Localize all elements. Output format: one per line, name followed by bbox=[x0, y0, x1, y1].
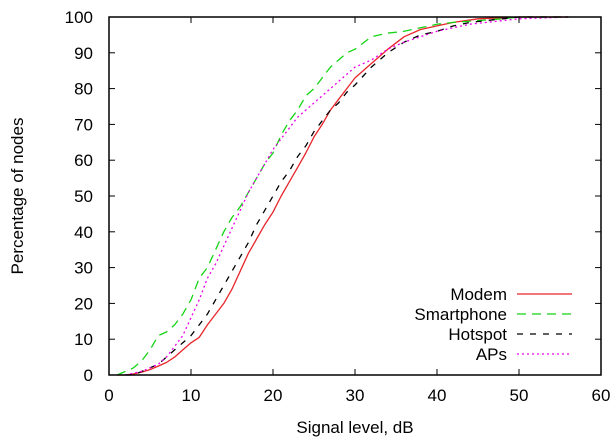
y-tick-label: 70 bbox=[74, 115, 93, 134]
series-line-modem bbox=[117, 16, 569, 376]
y-tick-label: 60 bbox=[74, 151, 93, 170]
y-tick-label: 100 bbox=[65, 8, 93, 27]
y-tick-label: 80 bbox=[74, 80, 93, 99]
x-axis-title: Signal level, dB bbox=[296, 418, 413, 437]
legend-label-smartphone: Smartphone bbox=[414, 305, 507, 324]
y-tick-label: 50 bbox=[74, 187, 93, 206]
legend-label-aps: APs bbox=[476, 345, 507, 364]
x-tick-label: 30 bbox=[346, 386, 365, 405]
x-tick-label: 40 bbox=[428, 386, 447, 405]
y-axis-title: Percentage of nodes bbox=[8, 118, 27, 275]
plot-area-frame bbox=[108, 16, 602, 376]
y-tick-label: 30 bbox=[74, 259, 93, 278]
series-line-hotspot bbox=[125, 16, 569, 376]
x-tick-label: 50 bbox=[510, 386, 529, 405]
x-tick-label: 0 bbox=[104, 386, 113, 405]
series-line-aps bbox=[125, 16, 569, 376]
legend-label-modem: Modem bbox=[450, 285, 507, 304]
plot-series-group bbox=[116, 16, 569, 376]
y-tick-label: 20 bbox=[74, 294, 93, 313]
axis-ticks-group: 0 10 20 30 40 50 60 0 10 20 30 40 50 60 70 80 90 100 bbox=[65, 8, 611, 405]
x-tick-label: 10 bbox=[182, 386, 201, 405]
y-tick-label: 0 bbox=[84, 366, 93, 385]
y-tick-label: 10 bbox=[74, 330, 93, 349]
x-tick-label: 60 bbox=[592, 386, 611, 405]
y-tick-label: 90 bbox=[74, 44, 93, 63]
x-tick-label: 20 bbox=[264, 386, 283, 405]
legend-label-hotspot: Hotspot bbox=[448, 325, 507, 344]
y-tick-label: 40 bbox=[74, 223, 93, 242]
